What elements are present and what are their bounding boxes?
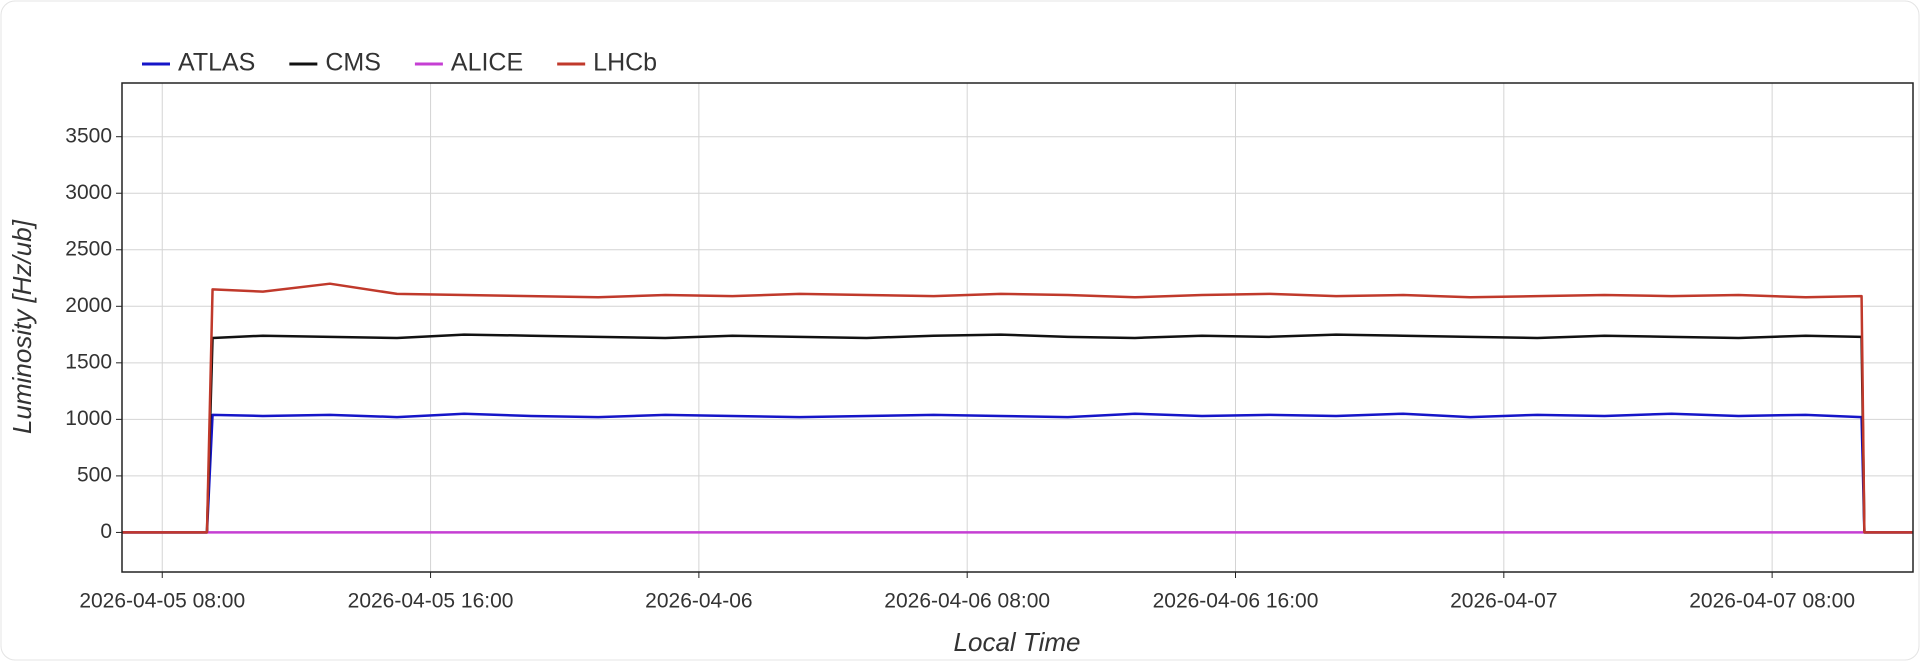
plot-border bbox=[121, 82, 1914, 573]
legend-label: ATLAS bbox=[178, 49, 255, 77]
series-line bbox=[122, 412, 1913, 534]
x-tick-label: 2026-04-07 08:00 bbox=[1689, 590, 1855, 613]
y-axis-title: Luminosity [Hz/ub] bbox=[7, 219, 37, 434]
x-tick-label: 2026-04-06 bbox=[645, 590, 752, 613]
y-tick-label: 500 bbox=[77, 463, 112, 486]
series-line bbox=[122, 282, 1913, 534]
y-tick-label: 1000 bbox=[65, 407, 112, 430]
x-tick-label: 2026-04-06 08:00 bbox=[884, 590, 1050, 613]
legend: ATLAS CMS ALICE LHCb bbox=[142, 49, 657, 77]
y-tick-label: 3500 bbox=[65, 124, 112, 147]
x-tick-label: 2026-04-05 16:00 bbox=[348, 590, 514, 613]
y-tick-label: 3000 bbox=[65, 181, 112, 204]
x-tick-label: 2026-04-06 16:00 bbox=[1153, 590, 1319, 613]
x-tick-label: 2026-04-05 08:00 bbox=[79, 590, 245, 613]
y-tick-label: 0 bbox=[100, 520, 112, 543]
y-tick-label: 2500 bbox=[65, 237, 112, 260]
x-tick-label: 2026-04-07 bbox=[1450, 590, 1557, 613]
lines bbox=[122, 282, 1913, 534]
legend-label: LHCb bbox=[593, 49, 657, 77]
x-axis-title: Local Time bbox=[954, 627, 1081, 657]
legend-label: ALICE bbox=[451, 49, 523, 77]
y-tick-label: 2000 bbox=[65, 294, 112, 317]
legend-label: CMS bbox=[325, 49, 381, 77]
grid bbox=[122, 83, 1913, 572]
y-tick-label: 1500 bbox=[65, 350, 112, 373]
ticks: 0 500 1000 1500 2000 2500 3000 3500 2026-04-05 0… bbox=[65, 124, 1855, 612]
series-line bbox=[122, 333, 1913, 534]
